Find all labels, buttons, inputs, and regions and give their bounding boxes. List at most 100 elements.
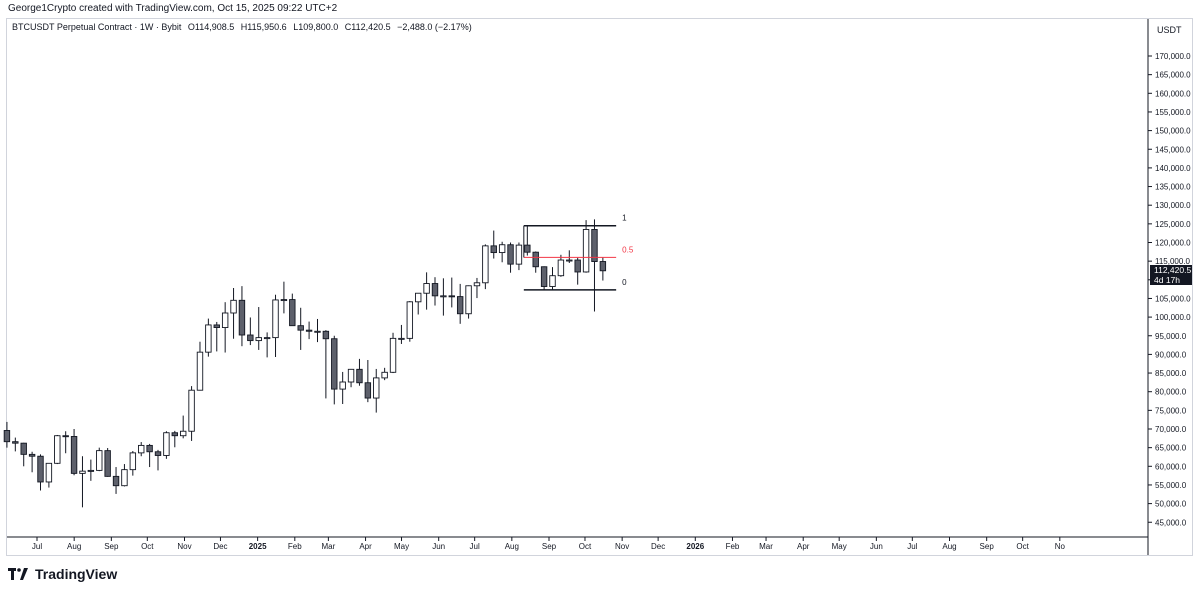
price-tick-label: 140,000.0 <box>1155 164 1191 173</box>
candle[interactable] <box>138 442 145 457</box>
candle-body <box>364 382 372 399</box>
candle[interactable] <box>3 421 11 448</box>
price-axis[interactable]: 170,000.0 165,000.0 160,000.0 155,000.0 150,… <box>1148 52 1191 527</box>
candle[interactable] <box>532 251 539 273</box>
candle[interactable] <box>238 286 246 347</box>
candle-body <box>356 368 363 384</box>
candle[interactable] <box>297 307 304 350</box>
candle[interactable] <box>104 448 111 477</box>
candle[interactable] <box>566 250 573 264</box>
candle[interactable] <box>456 283 464 324</box>
time-tick-label: Jul <box>907 542 917 551</box>
candlestick-series[interactable] <box>3 219 607 508</box>
candle[interactable] <box>322 330 330 399</box>
candle[interactable] <box>549 267 556 290</box>
candle[interactable] <box>247 317 254 346</box>
candle[interactable] <box>423 272 430 310</box>
candle[interactable] <box>289 293 296 327</box>
price-tick-label: 150,000.0 <box>1155 127 1191 136</box>
candle[interactable] <box>431 277 439 306</box>
candle-body <box>423 283 430 294</box>
time-axis[interactable]: Jul Aug Sep Oct Nov Dec 2025 Feb Mar Apr May Jun Jul… <box>32 537 1066 551</box>
candle[interactable] <box>507 242 514 273</box>
candle-body <box>398 337 405 340</box>
candle[interactable] <box>263 332 271 358</box>
candle[interactable] <box>12 437 19 452</box>
candle-body <box>146 444 153 453</box>
price-tick-label: 95,000.0 <box>1155 332 1187 341</box>
candle-body <box>213 324 220 328</box>
candle[interactable] <box>339 371 346 405</box>
candle[interactable] <box>221 302 229 353</box>
candle[interactable] <box>154 449 162 471</box>
candle[interactable] <box>96 447 103 472</box>
candle[interactable] <box>45 462 53 488</box>
price-tick-label: 55,000.0 <box>1155 481 1187 490</box>
candle[interactable] <box>179 415 187 439</box>
candle[interactable] <box>37 454 44 491</box>
candle[interactable] <box>129 451 137 476</box>
candle[interactable] <box>205 318 212 357</box>
candle[interactable] <box>347 368 355 388</box>
candle[interactable] <box>448 277 455 308</box>
candle[interactable] <box>389 332 397 374</box>
candle[interactable] <box>62 431 69 454</box>
candle[interactable] <box>540 266 548 290</box>
candle-body <box>289 299 296 327</box>
candle[interactable] <box>381 367 388 381</box>
candle[interactable] <box>574 257 581 285</box>
candle[interactable] <box>473 277 481 299</box>
candle[interactable] <box>524 225 531 256</box>
candle[interactable] <box>163 431 170 459</box>
candle[interactable] <box>230 288 237 339</box>
candle[interactable] <box>591 219 598 312</box>
candle[interactable] <box>305 321 313 340</box>
candle-body <box>12 441 19 444</box>
candle[interactable] <box>272 294 279 358</box>
time-tick-label: Apr <box>797 542 810 551</box>
candle[interactable] <box>196 341 204 391</box>
tradingview-logo-icon <box>8 568 28 580</box>
candle[interactable] <box>398 324 405 344</box>
candle[interactable] <box>515 242 523 271</box>
fibonacci-retracement[interactable]: 10.50 <box>523 214 634 291</box>
chart-frame[interactable] <box>6 18 1193 556</box>
candle[interactable] <box>314 318 321 343</box>
candle[interactable] <box>70 429 78 476</box>
candle[interactable] <box>255 307 262 350</box>
candle[interactable] <box>490 230 497 259</box>
candle[interactable] <box>188 386 195 441</box>
price-tick-label: 130,000.0 <box>1155 201 1191 210</box>
candle[interactable] <box>28 451 36 473</box>
candle[interactable] <box>364 359 372 403</box>
candle[interactable] <box>112 467 120 494</box>
price-tick-label: 65,000.0 <box>1155 444 1187 453</box>
candle[interactable] <box>121 464 128 487</box>
candle[interactable] <box>171 430 178 448</box>
candle[interactable] <box>54 434 61 465</box>
tradingview-logo[interactable]: TradingView <box>8 566 117 582</box>
legend-symbol[interactable]: BTCUSDT Perpetual Contract · 1W · Bybit <box>12 22 182 32</box>
candle[interactable] <box>356 358 363 386</box>
candle[interactable] <box>373 368 380 413</box>
candle[interactable] <box>465 285 472 319</box>
candle[interactable] <box>482 244 489 290</box>
candle[interactable] <box>213 321 220 352</box>
candle[interactable] <box>599 257 607 281</box>
time-tick-label: Feb <box>288 542 302 551</box>
candle[interactable] <box>557 254 565 277</box>
candle[interactable] <box>79 456 86 508</box>
candle[interactable] <box>280 281 288 314</box>
candle-body <box>87 469 95 472</box>
candle[interactable] <box>406 301 414 342</box>
candle[interactable] <box>146 443 153 468</box>
currency-label[interactable]: USDT <box>1157 25 1182 35</box>
candle[interactable] <box>415 292 422 315</box>
candle[interactable] <box>20 442 27 467</box>
candle[interactable] <box>440 278 447 316</box>
candle[interactable] <box>331 335 338 405</box>
candle[interactable] <box>498 241 506 263</box>
candle[interactable] <box>87 459 95 481</box>
candle[interactable] <box>582 220 590 273</box>
